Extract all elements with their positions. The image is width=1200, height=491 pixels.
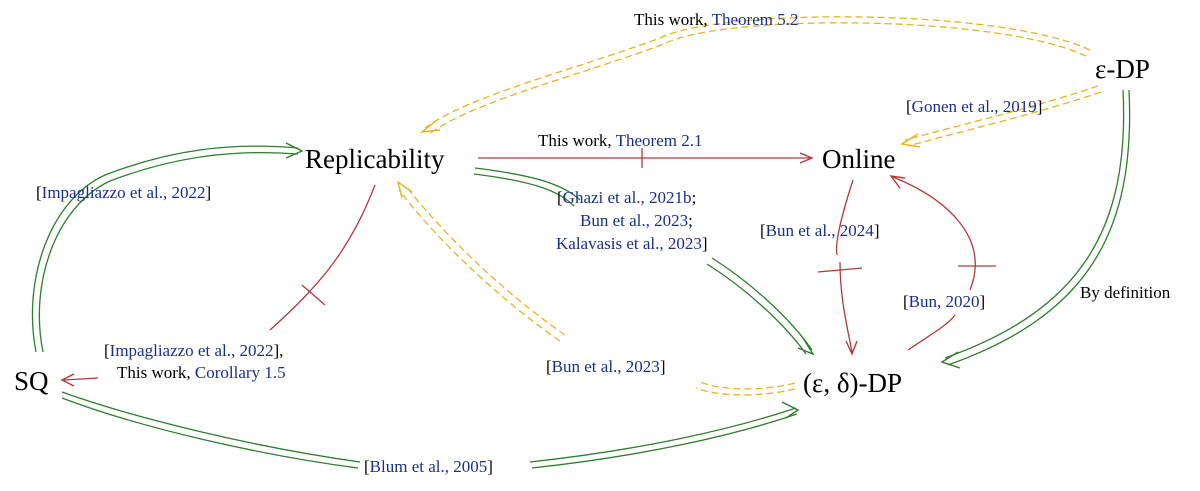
label-theorem-5-2: This work, Theorem 5.2 (634, 10, 798, 29)
label-blum-2005: [Blum et al., 2005] (364, 457, 493, 476)
node-sq: SQ (14, 366, 49, 396)
edge-online-to-epsdeltadp (817, 179, 863, 356)
edge-epsdp-to-replicability (419, 16, 1091, 135)
label-bun-2024: [Bun et al., 2024] (760, 221, 879, 240)
edge-replicability-to-epsdeltadp (473, 167, 815, 356)
edge-epsdp-to-online (900, 85, 1102, 148)
edge-epsdeltadp-to-online (889, 175, 996, 351)
label-impagliazzo-bottom-line-2: This work, Corollary 1.5 (117, 363, 286, 382)
label-ghazi-line-3: Kalavasis et al., 2023] (556, 234, 708, 253)
edge-epsdp-to-epsdeltadp (940, 89, 1131, 369)
label-impagliazzo-bottom-line-1: [Impagliazzo et al., 2022], (104, 341, 283, 360)
node-replicability: Replicability (305, 144, 445, 174)
node-online: Online (822, 144, 896, 174)
label-ghazi-line-1: [Ghazi et al., 2021b; (557, 188, 696, 207)
edge-sq-to-replicability (31, 142, 304, 353)
label-gonen-2019: [Gonen et al., 2019] (906, 97, 1042, 116)
label-bun-2023: [Bun et al., 2023] (546, 357, 665, 376)
node-eps-dp: ε-DP (1095, 54, 1150, 84)
label-by-definition: By definition (1080, 283, 1171, 302)
edge-replicability-to-sq (60, 184, 376, 387)
label-ghazi-line-2: Bun et al., 2023; (580, 211, 693, 230)
edge-epsdeltadp-to-replicability (396, 180, 796, 396)
node-eps-delta-dp: (ε, δ)-DP (803, 368, 902, 398)
edge-sq-to-epsdeltadp (61, 391, 800, 469)
label-impagliazzo-top: [Impagliazzo et al., 2022] (36, 183, 211, 202)
label-theorem-2-1: This work, Theorem 2.1 (538, 131, 702, 150)
edge-replicability-to-online (478, 148, 814, 168)
label-bun-2020: [Bun, 2020] (903, 292, 985, 311)
